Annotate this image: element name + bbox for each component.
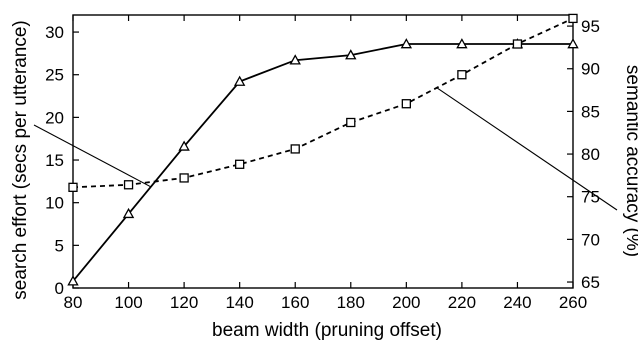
y-axis-right: 65 70 75 80 85 90 95 [567, 17, 600, 292]
plot-border [72, 14, 574, 289]
effort-point-triangle [289, 54, 301, 65]
x-tick-label: 160 [281, 293, 309, 312]
accuracy-point-square [290, 144, 300, 154]
y-left-tick-label: 15 [45, 151, 64, 170]
effort-point-triangle [233, 75, 246, 86]
y-left-tick-label: 0 [55, 279, 64, 298]
accuracy-point-square [512, 39, 523, 49]
y-left-tick-label: 5 [55, 236, 64, 255]
effort-point-triangle [122, 207, 135, 219]
effort-point-triangle [567, 38, 579, 49]
x-tick-label: 100 [114, 293, 142, 312]
pointer-layer [33, 87, 618, 211]
y-right-tick-label: 80 [581, 145, 600, 164]
effort-point-triangle [67, 275, 79, 286]
effort-point-triangle [178, 140, 190, 151]
x-tick-label: 140 [225, 293, 253, 312]
y-left-tick-label: 10 [45, 194, 64, 213]
accuracy-pointer-line [436, 87, 618, 211]
y-axis-left: 0 5 10 15 20 25 30 [45, 23, 79, 298]
x-axis: 80 100 120 140 160 180 200 220 240 260 [64, 15, 587, 312]
plot-frame [72, 14, 574, 289]
accuracy-point-square [568, 13, 578, 24]
accuracy-point-square [401, 99, 411, 109]
effort-point-triangle [345, 49, 357, 60]
x-tick-label: 180 [337, 293, 365, 312]
effort-point-triangle [400, 38, 413, 49]
x-tick-label: 80 [64, 293, 83, 312]
y-left-axis-title: search effort (secs per utterance) [10, 20, 31, 300]
x-tick-label: 260 [559, 293, 587, 312]
y-left-tick-label: 30 [45, 23, 64, 42]
x-tick-label: 220 [448, 293, 476, 312]
x-tick-label: 200 [392, 293, 420, 312]
y-right-axis-title: semantic accuracy (%) [622, 65, 638, 257]
y-left-tick-label: 20 [45, 108, 64, 127]
effort-pointer-line [33, 124, 152, 188]
accuracy-point-square [346, 117, 356, 128]
accuracy-point-square [123, 180, 134, 190]
accuracy-point-square [179, 173, 189, 183]
y-right-tick-label: 75 [581, 188, 600, 207]
accuracy-line [72, 17, 574, 189]
effort-line [72, 43, 573, 282]
effort-point-triangle [456, 38, 468, 49]
series-layer [67, 13, 579, 286]
y-right-tick-label: 65 [581, 273, 600, 292]
y-right-tick-label: 90 [581, 60, 600, 79]
y-right-tick-label: 70 [581, 230, 600, 249]
y-right-tick-label: 95 [581, 17, 600, 36]
x-tick-label: 240 [503, 293, 531, 312]
y-right-tick-label: 85 [581, 102, 600, 121]
x-tick-label: 120 [170, 293, 198, 312]
accuracy-point-square [235, 159, 245, 169]
accuracy-point-square [457, 70, 467, 80]
accuracy-point-square [68, 182, 78, 192]
x-axis-title: beam width (pruning offset) [212, 320, 442, 340]
y-left-tick-label: 25 [45, 66, 64, 85]
